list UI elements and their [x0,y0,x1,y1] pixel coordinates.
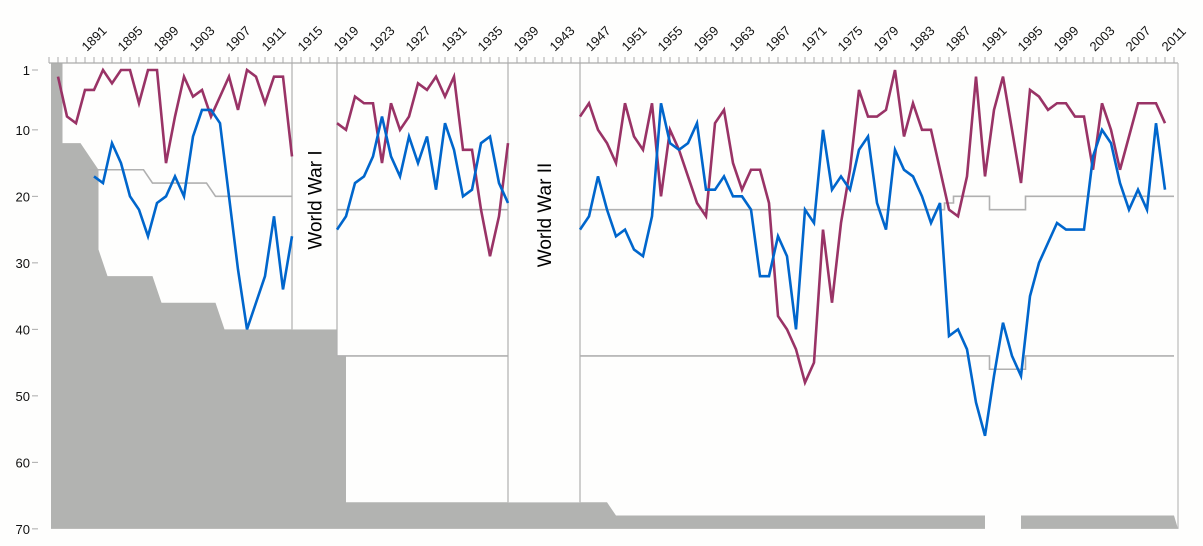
blue-series-line [578,102,1167,437]
x-tick-label: 1895 [115,23,146,54]
x-tick-label: 1923 [367,23,398,54]
x-tick-label: 1995 [1015,23,1046,54]
x-tick-label: 2011 [1159,24,1189,54]
axes [48,57,1179,529]
x-tick-label: 1931 [439,23,470,54]
x-tick-label: 1979 [871,23,902,54]
x-tick-label: 1999 [1051,23,1082,54]
x-tick-label: 1939 [511,23,542,54]
y-tick-label: 70 [16,522,30,537]
y-tick-label: 10 [16,123,30,138]
x-tick-label: 1987 [943,23,974,54]
war-label-ww2: World War II [535,163,556,268]
x-tick-label: 1971 [799,23,830,54]
x-tick-label: 1955 [655,23,686,54]
x-tick-label: 1963 [727,23,758,54]
war-band-2 [508,63,580,503]
x-tick-label: 2007 [1123,23,1154,54]
y-tick-labels: 1 10 20 30 40 50 60 70 [16,63,38,537]
x-tick-label: 1907 [223,23,254,54]
non-league-area [51,63,1178,529]
y-tick-label: 40 [16,322,30,337]
purple-series-line [578,69,1167,387]
x-tick-label: 1943 [547,23,578,54]
x-tick-label: 2003 [1087,23,1118,54]
war-band-1 [292,63,337,330]
series-lines [56,67,1167,437]
x-tick-label: 1899 [151,23,182,54]
blue-series-line [335,116,510,231]
x-tick-label: 1975 [835,23,866,54]
y-tick-label: 50 [16,389,30,404]
x-tick-label: 1891 [79,23,110,54]
x-tick-label: 1991 [979,23,1010,54]
x-tick-label: 1903 [187,23,218,54]
y-tick-label: 1 [23,63,30,78]
purple-series-line [336,71,510,257]
division-lines [89,168,1174,371]
grey-area-layer [51,63,1178,529]
x-tick-label: 1935 [475,23,506,54]
war-label-ww1: World War I [306,150,327,249]
x-tick-label: 1983 [907,23,938,54]
division-1-boundary [89,168,292,198]
x-tick-label: 1915 [295,23,326,54]
x-tick-label: 1927 [403,23,434,54]
x-tick-label: 1951 [619,23,650,54]
division-1-boundary [580,195,1174,211]
x-tick-label: 1967 [763,23,794,54]
y-tick-label: 20 [16,189,30,204]
x-tick-label: 1911 [259,24,289,54]
x-tick-label: 1959 [691,23,722,54]
war-bands: World War I World War II [291,63,581,503]
y-tick-label: 30 [16,256,30,271]
x-tick-labels: 1891 1895 1899 1903 1907 1911 1915 1919 1923 1927… [79,23,1189,54]
x-tick-label: 1947 [583,23,614,54]
x-tick-label: 1919 [331,23,362,54]
division-2-boundary [580,355,1174,371]
y-tick-label: 60 [16,455,30,470]
